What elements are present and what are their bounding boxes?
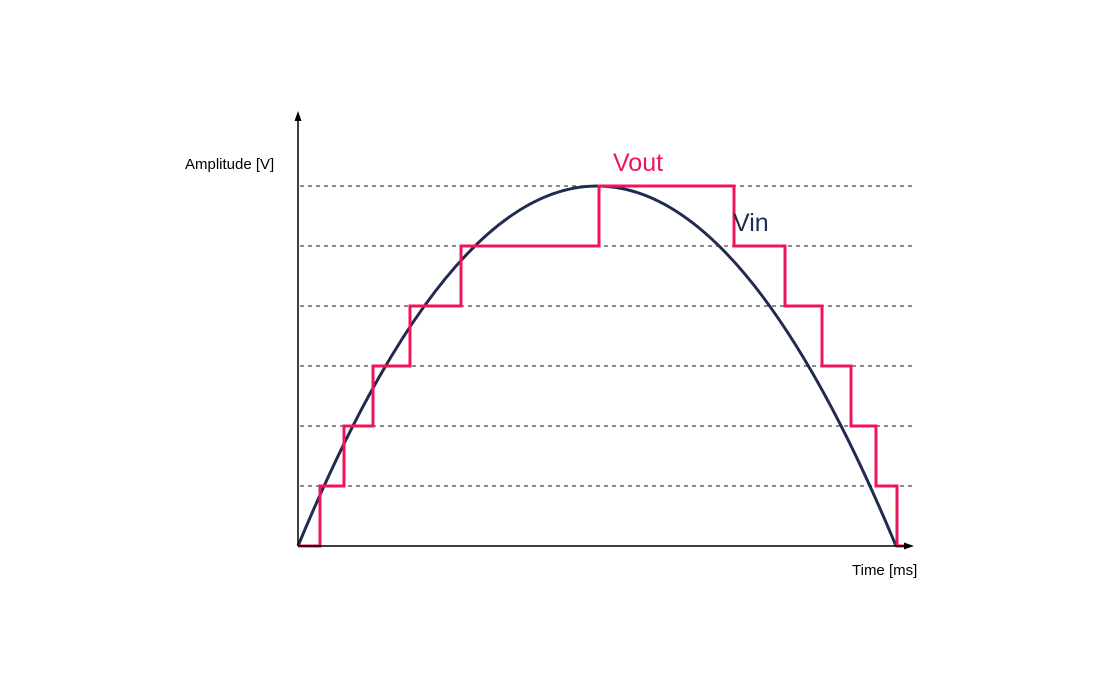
vout-label: Vout <box>613 149 663 177</box>
vin-label: Vin <box>733 209 769 237</box>
x-axis-label: Time [ms] <box>852 562 917 579</box>
y-axis-arrow-icon <box>294 111 302 121</box>
axes <box>294 111 914 550</box>
vout-staircase <box>298 184 905 548</box>
x-axis-arrow-icon <box>904 542 914 550</box>
y-axis-label: Amplitude [V] <box>185 156 274 173</box>
